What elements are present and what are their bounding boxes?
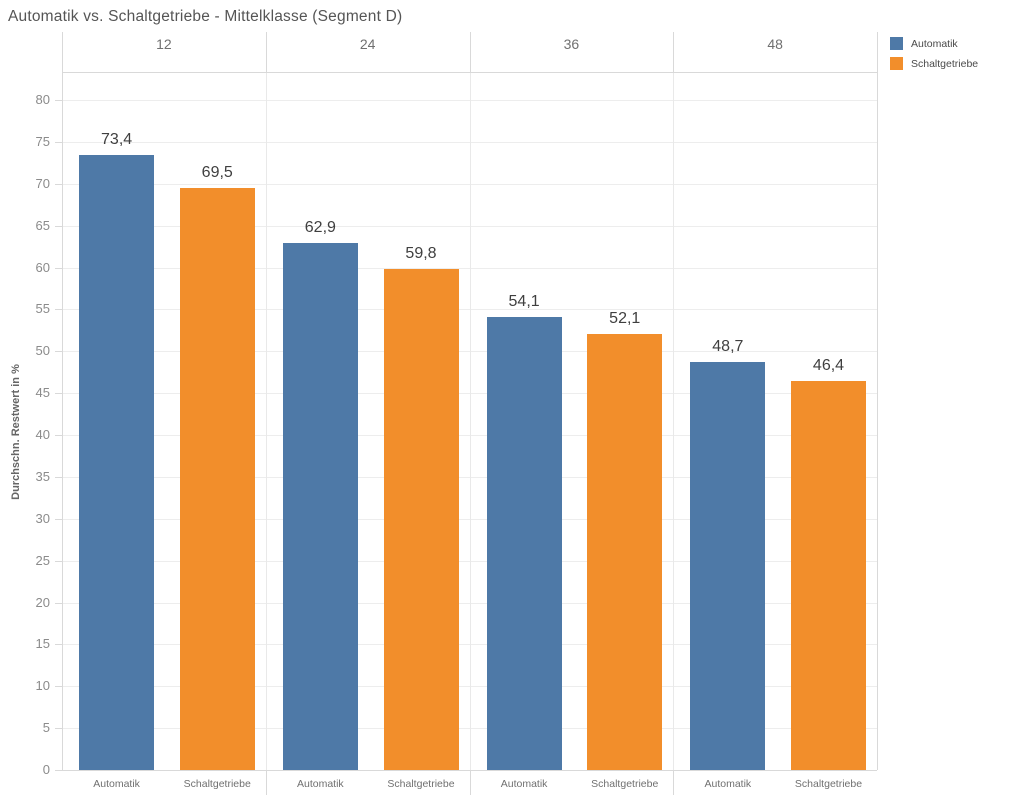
pane-divider (265, 72, 267, 770)
bar-category-label-automatik-24: Automatik (297, 778, 344, 790)
bar-category-label-automatik-36: Automatik (500, 778, 548, 790)
y-tick-label-60: 60 (35, 259, 50, 275)
y-tick-60 (55, 267, 62, 269)
pane-divider (673, 72, 675, 770)
plot-border-right (877, 72, 878, 770)
bar-category-label-automatik-48: Automatik (704, 778, 752, 790)
y-tick-75 (55, 141, 62, 143)
y-tick-0 (55, 770, 62, 771)
y-tick-45 (55, 393, 62, 395)
plot-border-top (62, 72, 877, 73)
y-tick-10 (55, 686, 62, 688)
bar-schaltgetriebe-12[interactable] (179, 187, 255, 770)
legend-swatch-schaltgetriebe (890, 57, 903, 70)
bar-schaltgetriebe-48[interactable] (791, 381, 866, 770)
bar-value-automatik-12: 73,4 (101, 131, 133, 149)
bar-category-label-schaltgetriebe-48: Schaltgetriebe (794, 778, 863, 790)
y-tick-label-70: 70 (35, 175, 50, 191)
pane-boundary-tick (469, 770, 471, 795)
header-boundary-tick (673, 32, 675, 72)
bar-category-label-automatik-12: Automatik (93, 778, 140, 790)
pane-header-24: 24 (359, 36, 376, 52)
y-tick-55 (55, 309, 62, 311)
bar-automatik-48[interactable] (690, 362, 766, 770)
y-tick-label-10: 10 (35, 678, 50, 694)
bar-value-schaltgetriebe-12: 69,5 (201, 163, 233, 181)
y-tick-label-0: 0 (42, 762, 50, 777)
bar-value-schaltgetriebe-48: 46,4 (812, 357, 845, 375)
bar-category-label-schaltgetriebe-24: Schaltgetriebe (387, 778, 455, 790)
header-boundary-tick (62, 32, 63, 72)
bar-automatik-36[interactable] (486, 316, 562, 770)
y-tick-15 (55, 644, 62, 646)
y-tick-65 (55, 225, 62, 227)
y-tick-label-65: 65 (35, 217, 50, 233)
y-tick-label-45: 45 (35, 385, 50, 401)
x-axis-line (62, 770, 877, 771)
pane-header-12: 12 (156, 36, 172, 52)
bar-value-schaltgetriebe-24: 59,8 (405, 245, 437, 263)
y-tick-label-40: 40 (35, 427, 50, 442)
y-tick-label-80: 80 (35, 92, 50, 107)
pane-boundary-tick (265, 770, 267, 795)
y-tick-label-35: 35 (35, 468, 50, 484)
bar-automatik-24[interactable] (282, 243, 358, 770)
bar-value-automatik-36: 54,1 (508, 292, 540, 310)
pane-divider (469, 72, 471, 770)
pane-header-36: 36 (563, 36, 580, 52)
y-tick-label-55: 55 (35, 301, 50, 317)
header-boundary-tick (877, 32, 878, 72)
chart-title: Automatik vs. Schaltgetriebe - Mittelkla… (8, 8, 403, 25)
bar-schaltgetriebe-24[interactable] (383, 269, 459, 770)
bar-category-label-schaltgetriebe-36: Schaltgetriebe (591, 778, 659, 790)
y-tick-label-50: 50 (35, 343, 50, 359)
bar-automatik-12[interactable] (79, 155, 155, 770)
header-boundary-tick (469, 32, 471, 72)
y-tick-50 (55, 351, 62, 353)
bar-category-label-schaltgetriebe-12: Schaltgetriebe (183, 778, 251, 790)
y-tick-20 (55, 602, 62, 604)
y-tick-25 (55, 560, 62, 562)
y-tick-label-5: 5 (42, 720, 50, 736)
y-axis-line (62, 72, 63, 770)
legend-item-automatik[interactable]: Automatik (890, 37, 978, 50)
y-tick-label-20: 20 (35, 594, 50, 610)
y-tick-label-25: 25 (35, 552, 50, 568)
y-tick-35 (55, 476, 62, 478)
pane-boundary-tick (673, 770, 675, 795)
y-tick-70 (55, 183, 62, 185)
y-tick-30 (55, 518, 62, 520)
legend: Automatik Schaltgetriebe (890, 37, 978, 70)
legend-item-schaltgetriebe[interactable]: Schaltgetriebe (890, 57, 978, 70)
pane-header-48: 48 (767, 36, 783, 52)
y-tick-label-15: 15 (35, 636, 50, 652)
y-tick-80 (55, 100, 62, 101)
y-tick-label-30: 30 (35, 510, 50, 526)
legend-label-schaltgetriebe: Schaltgetriebe (911, 57, 979, 70)
bar-value-automatik-48: 48,7 (712, 338, 744, 356)
bar-value-schaltgetriebe-36: 52,1 (609, 309, 641, 327)
y-tick-40 (55, 435, 62, 436)
bar-value-automatik-24: 62,9 (304, 219, 336, 237)
bar-schaltgetriebe-36[interactable] (587, 333, 663, 770)
header-boundary-tick (265, 32, 267, 72)
legend-swatch-automatik (890, 37, 903, 50)
legend-label-automatik: Automatik (911, 37, 958, 50)
y-tick-5 (55, 728, 62, 730)
y-tick-label-75: 75 (35, 133, 50, 149)
